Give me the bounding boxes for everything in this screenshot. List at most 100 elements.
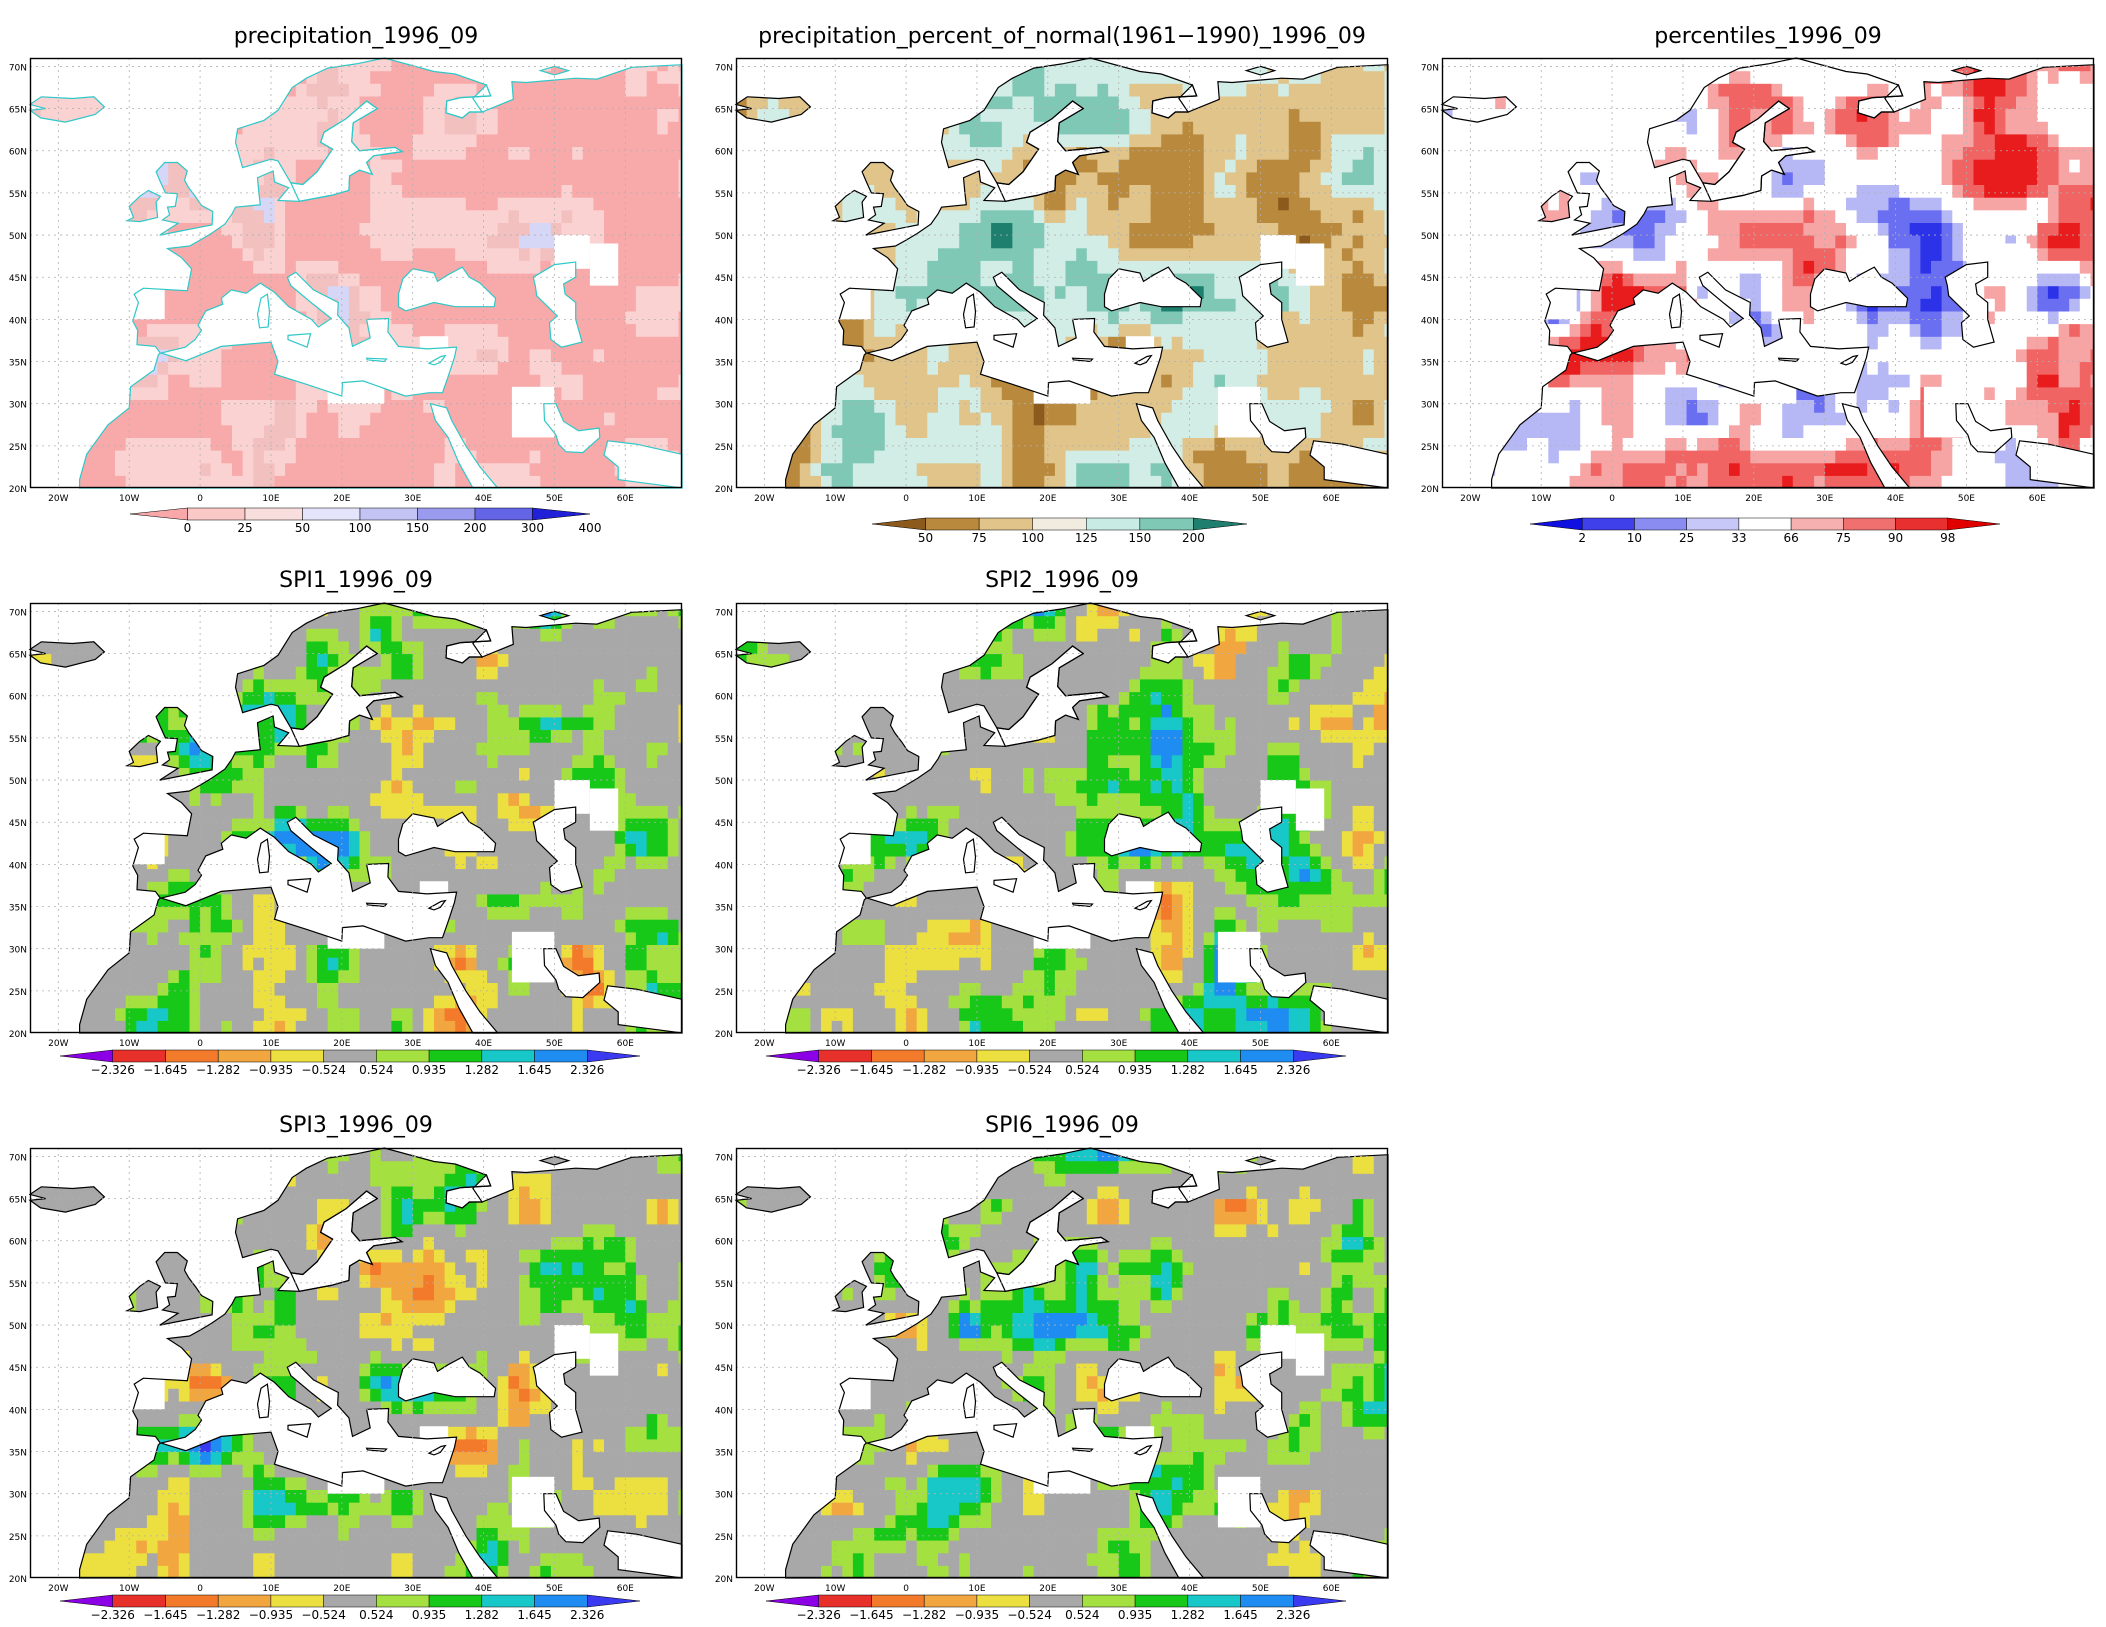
- legend-label: 200: [1182, 531, 1205, 545]
- legend-swatch: [979, 518, 1033, 530]
- lat-tick-label: 60N: [715, 1238, 733, 1248]
- legend-arrow-left: [60, 1595, 113, 1607]
- panel-title: precipitation_percent_of_normal(1961−199…: [758, 24, 1366, 49]
- lon-tick-label: 30E: [404, 494, 421, 504]
- lat-tick-label: 40N: [1421, 316, 1439, 326]
- legend-arrow-right: [1293, 1595, 1346, 1607]
- legend-swatch: [376, 1050, 429, 1062]
- legend-swatch: [165, 1050, 218, 1062]
- panel-title: SPI3_1996_09: [279, 1113, 433, 1138]
- legend-label: 66: [1783, 531, 1798, 545]
- lon-tick-label: 10W: [825, 494, 845, 504]
- legend-arrow-left: [872, 518, 926, 530]
- legend-label: 0.935: [412, 1063, 446, 1077]
- lat-tick-label: 45N: [9, 1364, 27, 1374]
- lat-tick-label: 20N: [9, 1030, 27, 1040]
- legend-swatch: [1135, 1595, 1188, 1607]
- lon-tick-label: 20E: [333, 494, 350, 504]
- legend-label: 0: [184, 521, 192, 535]
- legend-swatch: [1033, 518, 1087, 530]
- legend-swatch: [1030, 1595, 1083, 1607]
- legend-swatch: [113, 1050, 166, 1062]
- legend-label: 1.282: [1171, 1063, 1205, 1077]
- lat-tick-label: 55N: [715, 735, 733, 745]
- legend-label: 25: [237, 521, 252, 535]
- lat-tick-label: 60N: [9, 1238, 27, 1248]
- legend-swatch: [271, 1595, 324, 1607]
- legend-label: 1.645: [1223, 1063, 1257, 1077]
- legend-label: 125: [1075, 531, 1098, 545]
- lon-tick-label: 50E: [1958, 494, 1975, 504]
- legend-label: 100: [349, 521, 372, 535]
- lon-tick-label: 40E: [1887, 494, 1904, 504]
- legend-label: 33: [1731, 531, 1746, 545]
- lat-tick-label: 40N: [715, 316, 733, 326]
- lon-tick-label: 0: [1609, 494, 1615, 504]
- legend-label: −2.326: [91, 1063, 135, 1077]
- lat-tick-label: 20N: [715, 1575, 733, 1585]
- lon-tick-label: 50E: [546, 494, 563, 504]
- legend-swatch: [1241, 1050, 1294, 1062]
- legend-label: −0.935: [249, 1063, 293, 1077]
- legend-label: −2.326: [797, 1063, 841, 1077]
- lat-tick-label: 55N: [715, 1280, 733, 1290]
- lon-tick-label: 60E: [617, 494, 634, 504]
- lat-tick-label: 50N: [9, 777, 27, 787]
- lat-tick-label: 30N: [715, 946, 733, 956]
- legend-label: −0.524: [1007, 1063, 1051, 1077]
- lat-tick-label: 50N: [715, 777, 733, 787]
- legend-swatch: [926, 518, 980, 530]
- lat-tick-label: 35N: [9, 904, 27, 914]
- legend-swatch: [535, 1050, 588, 1062]
- legend-swatch: [303, 508, 361, 520]
- lat-tick-label: 45N: [715, 1364, 733, 1374]
- legend-swatch: [819, 1595, 872, 1607]
- legend-arrow-right: [587, 1595, 640, 1607]
- lat-tick-label: 20N: [9, 485, 27, 495]
- legend-swatch: [535, 1595, 588, 1607]
- legend-swatch: [218, 1050, 271, 1062]
- legend-arrow-right: [587, 1050, 640, 1062]
- legend-arrow-left: [1530, 518, 1582, 530]
- legend-swatch: [418, 508, 476, 520]
- lat-tick-label: 70N: [715, 63, 733, 73]
- legend-label: 50: [295, 521, 310, 535]
- legend-swatch: [1582, 518, 1634, 530]
- lat-tick-label: 50N: [9, 232, 27, 242]
- legend-swatch: [1082, 1595, 1135, 1607]
- lat-tick-label: 25N: [715, 1533, 733, 1543]
- lon-tick-label: 30E: [1816, 494, 1833, 504]
- lat-tick-label: 55N: [9, 190, 27, 200]
- legend-swatch: [819, 1050, 872, 1062]
- legend-label: 400: [579, 521, 602, 535]
- lon-tick-label: 10W: [119, 494, 139, 504]
- lat-tick-label: 20N: [1421, 485, 1439, 495]
- legend-arrow-right: [1948, 518, 2000, 530]
- legend-swatch: [1188, 1595, 1241, 1607]
- lat-tick-label: 40N: [715, 1406, 733, 1416]
- legend-label: 300: [521, 521, 544, 535]
- lon-tick-label: 10E: [1674, 494, 1691, 504]
- legend-label: 2.326: [1276, 1063, 1310, 1077]
- panel-title: SPI1_1996_09: [279, 568, 433, 593]
- panel-title: precipitation_1996_09: [234, 24, 479, 49]
- lat-tick-label: 60N: [715, 148, 733, 158]
- legend-swatch: [271, 1050, 324, 1062]
- legend-label: 150: [406, 521, 429, 535]
- legend-swatch: [871, 1050, 924, 1062]
- lon-tick-label: 60E: [1323, 494, 1340, 504]
- legend-arrow-left: [130, 508, 188, 520]
- legend-arrow-left: [766, 1050, 819, 1062]
- legend-swatch: [1896, 518, 1948, 530]
- lat-tick-label: 25N: [9, 443, 27, 453]
- legend-swatch: [1086, 518, 1140, 530]
- lon-tick-label: 10W: [1531, 494, 1551, 504]
